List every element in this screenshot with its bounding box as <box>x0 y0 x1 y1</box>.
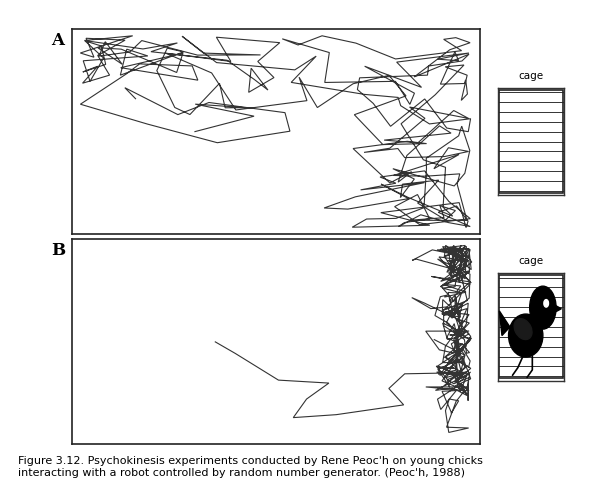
Text: Figure 3.12. Psychokinesis experiments conducted by Rene Peoc'h on young chicks
: Figure 3.12. Psychokinesis experiments c… <box>18 456 483 478</box>
Circle shape <box>544 300 548 307</box>
Text: cage: cage <box>518 256 544 266</box>
Polygon shape <box>553 305 562 313</box>
Ellipse shape <box>514 319 532 340</box>
Circle shape <box>530 286 556 329</box>
Text: B: B <box>51 242 65 259</box>
Ellipse shape <box>509 314 543 357</box>
Text: cage: cage <box>518 71 544 81</box>
Text: A: A <box>51 32 64 49</box>
Polygon shape <box>499 311 510 336</box>
